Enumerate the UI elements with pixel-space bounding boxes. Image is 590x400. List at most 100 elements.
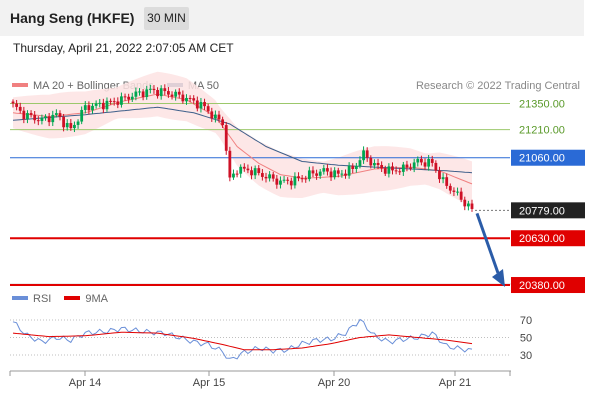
candle-body bbox=[217, 114, 221, 120]
candle-body bbox=[412, 162, 416, 169]
candle-body bbox=[65, 123, 69, 128]
rsi-legend: RSI 9MA bbox=[12, 293, 108, 305]
candle-body bbox=[297, 176, 300, 179]
level-label-support: 20380.00 bbox=[519, 280, 565, 292]
candle-body bbox=[246, 168, 250, 171]
candle-body bbox=[195, 100, 199, 109]
candle-body bbox=[253, 168, 257, 176]
timestamp: Thursday, April 21, 2022 2:07:05 AM CET bbox=[13, 41, 234, 55]
price-levels: 21350.00 21210.00 21060.00 20779.00 20630.00… bbox=[10, 98, 585, 294]
candle-body bbox=[87, 105, 91, 111]
candle-body bbox=[185, 97, 188, 102]
chart-header: Hang Seng (HKFE) 30 MIN bbox=[0, 0, 584, 36]
candle-body bbox=[434, 162, 438, 171]
candle-body bbox=[438, 170, 441, 180]
candle-body bbox=[257, 168, 261, 174]
candle-body bbox=[26, 113, 29, 120]
candle-body bbox=[441, 177, 445, 180]
candle-body bbox=[199, 102, 203, 109]
candle-body bbox=[29, 113, 33, 115]
forecast-arrow-shaft bbox=[475, 212, 500, 274]
candle-body bbox=[62, 116, 65, 128]
rsi-tick-label: 70 bbox=[520, 315, 532, 327]
candle-body bbox=[232, 173, 235, 178]
candle-body bbox=[380, 165, 384, 169]
candle-body bbox=[33, 114, 37, 121]
candle-body bbox=[11, 101, 15, 104]
x-tick-label: Apr 15 bbox=[193, 377, 225, 389]
candle-body bbox=[94, 103, 98, 106]
candle-body bbox=[387, 166, 391, 174]
candle-body bbox=[242, 166, 246, 169]
candle-body bbox=[466, 203, 470, 207]
candle-body bbox=[250, 170, 253, 176]
timeframe-button[interactable]: 30 MIN bbox=[144, 7, 189, 30]
level-label-pivot: 21060.00 bbox=[519, 153, 565, 165]
candle-body bbox=[423, 162, 427, 167]
candle-body bbox=[228, 150, 232, 178]
legend-rsi: RSI bbox=[12, 293, 51, 305]
rsi-panel: 70 50 30 bbox=[10, 315, 532, 362]
candle-body bbox=[22, 110, 26, 120]
x-tick-label: Apr 20 bbox=[318, 377, 350, 389]
x-axis-ticks: Apr 14 Apr 15 Apr 20 Apr 21 bbox=[9, 371, 511, 389]
candle-body bbox=[362, 150, 365, 161]
forecast-arrow-head bbox=[492, 269, 505, 288]
candle-body bbox=[40, 118, 44, 122]
candle-body bbox=[47, 116, 51, 123]
level-label-box bbox=[511, 149, 585, 166]
candle-body bbox=[304, 178, 308, 180]
candle-body bbox=[224, 125, 228, 151]
candle-body bbox=[329, 171, 333, 178]
candle-body bbox=[282, 179, 286, 181]
candle-body bbox=[188, 97, 192, 99]
candle-body bbox=[409, 167, 412, 169]
candle-body bbox=[315, 173, 318, 176]
rsi-9ma-line bbox=[12, 331, 473, 351]
candle-body bbox=[156, 90, 159, 97]
candle-body bbox=[286, 179, 290, 181]
candle-body bbox=[167, 91, 170, 95]
candle-body bbox=[369, 157, 373, 166]
legend-ma20-swatch bbox=[12, 83, 28, 88]
candle-body bbox=[163, 88, 167, 92]
credit-text: Research © 2022 Trading Central bbox=[415, 80, 580, 92]
candle-body bbox=[351, 165, 355, 169]
level-label-support: 20630.00 bbox=[519, 233, 565, 245]
candle-body bbox=[101, 102, 105, 110]
candle-body bbox=[138, 91, 141, 93]
candle-body bbox=[203, 102, 206, 107]
candle-body bbox=[326, 168, 329, 172]
candle-body bbox=[105, 100, 109, 110]
candle-body bbox=[456, 191, 459, 193]
candle-body bbox=[130, 96, 134, 100]
candle-body bbox=[260, 173, 264, 177]
legend-rsi-swatch bbox=[12, 296, 28, 301]
candle-body bbox=[54, 113, 58, 115]
candle-body bbox=[427, 159, 431, 167]
candle-body bbox=[311, 170, 315, 174]
forecast-arrow bbox=[475, 212, 505, 288]
candle-body bbox=[448, 185, 452, 191]
candle-body bbox=[394, 170, 398, 172]
candle-body bbox=[112, 101, 116, 103]
candle-body bbox=[36, 120, 40, 122]
candle-body bbox=[44, 116, 47, 119]
candle-body bbox=[279, 180, 282, 185]
candle-body bbox=[181, 94, 185, 102]
candle-body bbox=[145, 89, 149, 97]
candle-body bbox=[405, 164, 409, 168]
level-label-box bbox=[511, 230, 585, 247]
candle-body bbox=[470, 203, 474, 209]
candle-body bbox=[373, 162, 376, 166]
candle-body bbox=[170, 94, 174, 97]
candle-body bbox=[127, 96, 131, 100]
candle-body bbox=[177, 91, 181, 95]
candle-body bbox=[123, 96, 127, 98]
candle-body bbox=[333, 170, 337, 178]
candle-body bbox=[76, 121, 80, 125]
candle-body bbox=[73, 124, 76, 129]
candle-body bbox=[213, 114, 217, 119]
candle-body bbox=[264, 176, 268, 179]
